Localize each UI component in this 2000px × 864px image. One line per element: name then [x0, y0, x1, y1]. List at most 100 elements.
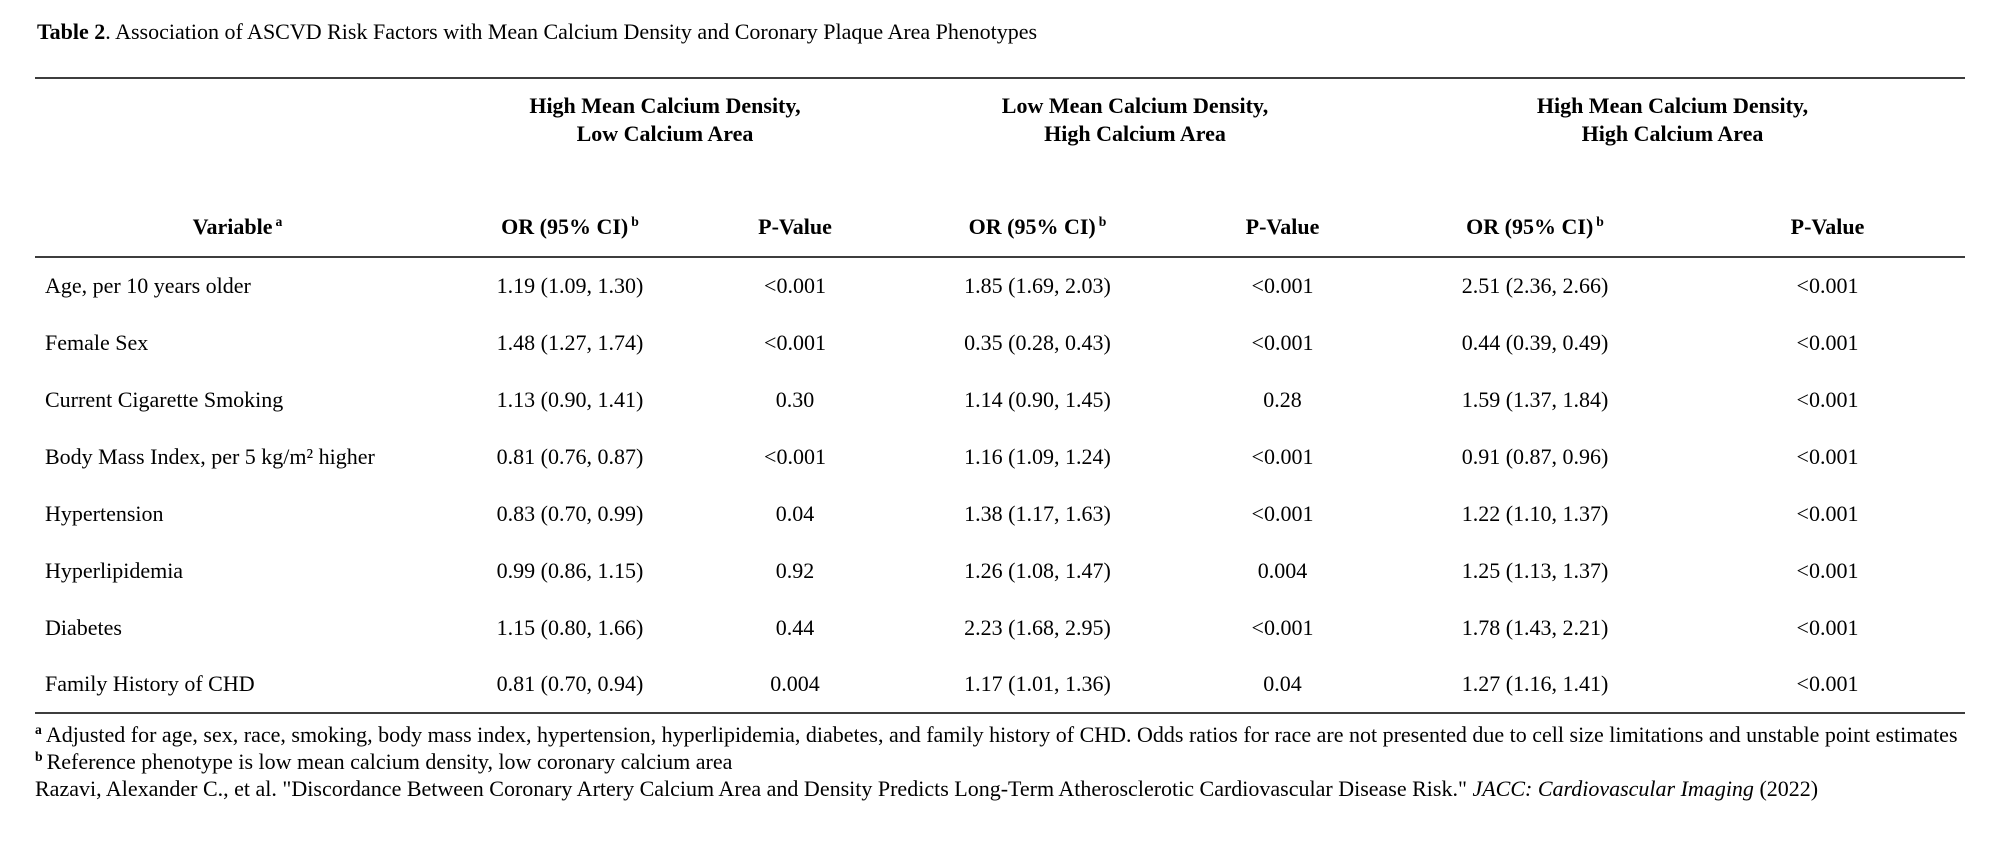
citation-journal: JACC: Cardiovascular Imaging [1472, 776, 1754, 801]
or-cell: 1.19 (1.09, 1.30) [496, 273, 644, 298]
table-row-age: Age, per 10 years older 1.19 (1.09, 1.30… [35, 257, 1965, 314]
pvalue-cell: 0.28 [1263, 386, 1302, 412]
table-row-diabetes: Diabetes 1.15 (0.80, 1.66) 0.44 2.23 (1.… [35, 599, 1965, 656]
variable-cell: Female Sex [45, 329, 149, 355]
or-cell: 1.22 (1.10, 1.37) [1461, 500, 1609, 526]
or-cell: 1.15 (0.80, 1.66) [496, 614, 644, 640]
group-header-low-density-high-area: Low Mean Calcium Density, High Calcium Ar… [890, 78, 1380, 149]
pvalue-cell: <0.001 [1796, 614, 1859, 640]
subheader-row: Variable a OR (95% CI) b P-Value OR (95% C… [35, 149, 1966, 258]
variable-cell: Hypertension [45, 500, 164, 526]
variable-column-header: Variable a [35, 149, 440, 258]
pvalue-cell: 0.04 [775, 500, 815, 526]
pvalue-cell: <0.001 [1796, 500, 1859, 526]
group-header-line1: High Mean Calcium Density, [529, 93, 801, 118]
variable-cell: Hyperlipidemia [45, 557, 184, 583]
pvalue-cell: <0.001 [764, 443, 826, 469]
pvalue-cell: 0.04 [1263, 671, 1302, 696]
group-header-line1: Low Mean Calcium Density, [1001, 93, 1269, 118]
variable-cell: Age, per 10 years older [45, 273, 251, 298]
or-column-header-2: OR (95% CI) b [890, 149, 1185, 258]
footnotes: a Adjusted for age, sex, race, smoking, b… [35, 721, 1960, 802]
pvalue-cell: <0.001 [1251, 329, 1314, 355]
or-header-label: OR (95% CI) [501, 214, 629, 239]
or-cell: 1.25 (1.13, 1.37) [1461, 557, 1609, 583]
or-header-label: OR (95% CI) [968, 214, 1096, 239]
pvalue-cell: 0.004 [770, 671, 820, 696]
pvalue-cell: 0.004 [1257, 557, 1308, 583]
table-row-smoking: Current Cigarette Smoking 1.13 (0.90, 1.… [35, 371, 1965, 428]
or-cell: 1.16 (1.09, 1.24) [964, 443, 1111, 469]
or-cell: 1.26 (1.08, 1.47) [964, 557, 1111, 583]
citation-authors-title: Razavi, Alexander C., et al. "Discordanc… [35, 776, 1473, 801]
pvalue-cell: <0.001 [1251, 273, 1314, 298]
pvalue-cell: 0.92 [775, 557, 815, 583]
footnote-b-text: Reference phenotype is low mean calcium … [46, 749, 733, 774]
footnote-b: b Reference phenotype is low mean calcium… [35, 748, 1960, 775]
or-cell: 2.51 (2.36, 2.66) [1461, 273, 1609, 298]
or-cell: 1.38 (1.17, 1.63) [964, 500, 1111, 526]
or-cell: 1.78 (1.43, 2.21) [1461, 614, 1609, 640]
group-header-high-density-high-area: High Mean Calcium Density, High Calcium A… [1380, 78, 1965, 149]
pvalue-cell: <0.001 [1251, 443, 1314, 469]
table-row-family-history: Family History of CHD 0.81 (0.70, 0.94) … [35, 656, 1965, 713]
pvalue-cell: <0.001 [1796, 557, 1859, 583]
table-row-bmi: Body Mass Index, per 5 kg/m² higher 0.81… [35, 428, 1965, 485]
pvalue-cell: <0.001 [764, 329, 826, 355]
or-cell: 1.27 (1.16, 1.41) [1461, 671, 1609, 696]
table-number: Table 2 [37, 19, 106, 44]
or-cell: 0.83 (0.70, 0.99) [496, 500, 644, 526]
pvalue-cell: <0.001 [1796, 329, 1859, 355]
or-cell: 0.81 (0.76, 0.87) [496, 443, 644, 469]
footnote-a-text: Adjusted for age, sex, race, smoking, bo… [45, 722, 1958, 747]
group-header-line2: Low Calcium Area [576, 121, 754, 146]
pvalue-cell: <0.001 [1796, 386, 1859, 412]
table-title-text: . Association of ASCVD Risk Factors with… [105, 19, 1038, 44]
footnote-b-ref: b [1596, 213, 1604, 229]
group-header-spacer [35, 78, 440, 149]
pvalue-column-header-3: P-Value [1690, 149, 1966, 258]
citation-year: (2022) [1753, 776, 1819, 801]
footnote-b-marker: b [35, 748, 43, 764]
group-header-line2: High Calcium Area [1044, 121, 1226, 146]
document-page: Table 2. Association of ASCVD Risk Facto… [35, 18, 1966, 802]
footnote-a-ref: a [275, 213, 283, 229]
or-cell: 1.13 (0.90, 1.41) [496, 386, 644, 412]
table-row-hyperlipidemia: Hyperlipidemia 0.99 (0.86, 1.15) 0.92 1.… [35, 542, 1965, 599]
pvalue-cell: 0.44 [775, 614, 815, 640]
pvalue-column-header-1: P-Value [700, 149, 890, 258]
variable-cell: Diabetes [45, 614, 122, 640]
or-column-header-1: OR (95% CI) b [440, 149, 700, 258]
pvalue-cell: <0.001 [1796, 273, 1859, 298]
pvalue-cell: 0.30 [775, 386, 815, 412]
variable-header-label: Variable [192, 214, 273, 239]
footnote-a: a Adjusted for age, sex, race, smoking, b… [35, 721, 1960, 748]
variable-cell: Current Cigarette Smoking [45, 386, 284, 412]
group-header-high-density-low-area: High Mean Calcium Density, Low Calcium Ar… [440, 78, 890, 149]
or-header-label: OR (95% CI) [1466, 214, 1594, 239]
or-cell: 0.35 (0.28, 0.43) [964, 329, 1111, 355]
or-cell: 2.23 (1.68, 2.95) [964, 614, 1111, 640]
or-cell: 0.99 (0.86, 1.15) [496, 557, 644, 583]
group-header-line2: High Calcium Area [1581, 121, 1764, 146]
table-title: Table 2. Association of ASCVD Risk Facto… [37, 18, 1965, 46]
citation: Razavi, Alexander C., et al. "Discordanc… [35, 775, 1960, 802]
or-cell: 0.81 (0.70, 0.94) [496, 671, 644, 696]
pvalue-cell: <0.001 [1796, 671, 1859, 696]
or-cell: 1.48 (1.27, 1.74) [496, 329, 644, 355]
column-group-header-row: High Mean Calcium Density, Low Calcium Ar… [35, 78, 1965, 149]
or-cell: 1.14 (0.90, 1.45) [964, 386, 1111, 412]
pvalue-cell: <0.001 [1796, 443, 1859, 469]
footnote-b-ref: b [631, 213, 639, 229]
or-cell: 0.44 (0.39, 0.49) [1461, 329, 1609, 355]
or-column-header-3: OR (95% CI) b [1380, 149, 1691, 258]
or-cell: 0.91 (0.87, 0.96) [1461, 443, 1609, 469]
pvalue-cell: <0.001 [764, 273, 826, 298]
variable-cell: Family History of CHD [45, 671, 255, 696]
footnote-a-marker: a [35, 721, 42, 737]
table-row-hypertension: Hypertension 0.83 (0.70, 0.99) 0.04 1.38… [35, 485, 1965, 542]
variable-cell: Body Mass Index, per 5 kg/m² higher [45, 443, 375, 469]
pvalue-column-header-2: P-Value [1185, 149, 1381, 258]
pvalue-cell: <0.001 [1251, 500, 1314, 526]
or-cell: 1.17 (1.01, 1.36) [964, 671, 1111, 696]
